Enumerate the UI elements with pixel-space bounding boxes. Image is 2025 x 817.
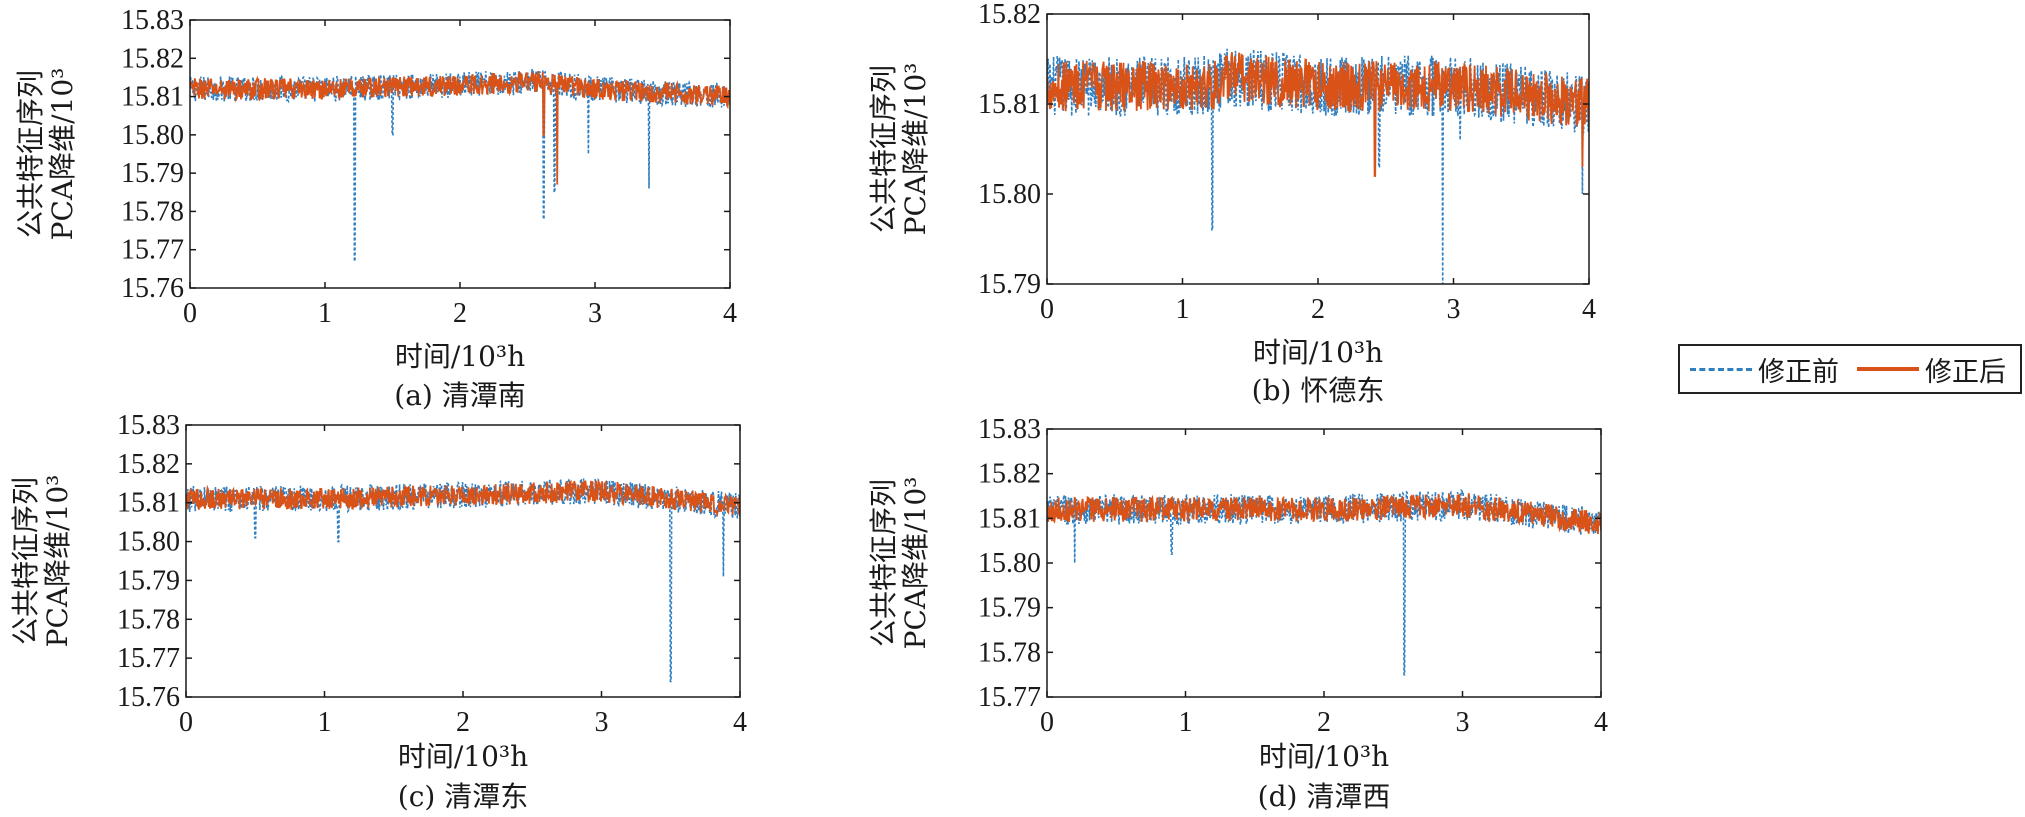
x-axis-label: 时间/10³h — [1259, 740, 1389, 773]
legend: 修正前 修正后 — [1678, 344, 2022, 394]
panel-caption: (c) 清潭东 — [398, 780, 528, 813]
x-tick-label: 0 — [179, 707, 193, 738]
x-tick-label: 4 — [1594, 707, 1608, 738]
x-tick-label: 1 — [1176, 294, 1190, 325]
plot-frame — [1046, 13, 1590, 285]
x-tick-label: 1 — [318, 707, 332, 738]
x-tick-label: 2 — [456, 707, 470, 738]
y-tick-label: 15.77 — [978, 682, 1041, 713]
y-tick-label: 15.83 — [121, 5, 184, 36]
x-axis-label: 时间/10³h — [1253, 336, 1383, 369]
plot-frame — [185, 424, 741, 698]
x-tick-label: 3 — [1447, 294, 1461, 325]
y-tick-label: 15.81 — [117, 488, 180, 519]
x-tick-label: 2 — [1311, 294, 1325, 325]
chart-panel-3: 0 1 2 3 4 15.77 15.78 15.79 15.80 15.81 15.82 15.83… — [867, 414, 1608, 813]
y-tick-label: 15.80 — [978, 179, 1041, 210]
y-tick-label: 15.78 — [978, 637, 1041, 668]
series-line-before — [186, 477, 740, 683]
legend-label-after: 修正后 — [1925, 356, 2006, 388]
series-line-after — [190, 71, 730, 185]
y-tick-label: 15.82 — [117, 449, 180, 480]
panel-caption: (a) 清潭南 — [394, 379, 525, 412]
y-tick-label: 15.80 — [121, 120, 184, 151]
y-tick-label: 15.81 — [978, 503, 1041, 534]
plot-frame — [1046, 428, 1602, 698]
x-tick-label: 4 — [723, 298, 737, 329]
x-tick-label: 1 — [1179, 707, 1193, 738]
y-axis-label-line1: 公共特征序列 — [14, 70, 47, 238]
x-tick-label: 1 — [318, 298, 332, 329]
y-tick-label: 15.77 — [121, 235, 184, 266]
series-line-after — [186, 479, 740, 518]
y-tick-label: 15.79 — [978, 593, 1041, 624]
y-tick-label: 15.77 — [117, 643, 180, 674]
y-tick-label: 15.80 — [117, 527, 180, 558]
legend-label-before: 修正前 — [1758, 356, 1839, 388]
y-axis-label-line2: PCA降维/10³ — [899, 63, 932, 236]
y-tick-label: 15.79 — [978, 269, 1041, 300]
y-tick-label: 15.80 — [978, 548, 1041, 579]
y-axis-label-line2: PCA降维/10³ — [41, 475, 74, 648]
panel-caption: (d) 清潭西 — [1258, 780, 1391, 813]
series-line-after — [1047, 51, 1589, 177]
legend-swatch-after — [1857, 367, 1919, 371]
legend-item-before: 修正前 — [1690, 350, 1839, 389]
x-tick-label: 0 — [1040, 707, 1054, 738]
x-tick-label: 3 — [1456, 707, 1470, 738]
y-axis-label-line1: 公共特征序列 — [9, 477, 42, 645]
y-tick-label: 15.83 — [117, 410, 180, 441]
y-tick-label: 15.79 — [117, 565, 180, 596]
y-tick-label: 15.83 — [978, 414, 1041, 445]
series-line-before — [190, 68, 730, 262]
y-tick-label: 15.81 — [121, 82, 184, 113]
chart-panel-1: 0 1 2 3 4 15.79 15.80 15.81 15.82 时间/10³h 公共特征序列 PC… — [867, 0, 1596, 407]
y-tick-label: 15.76 — [121, 273, 184, 304]
x-tick-label: 0 — [1040, 294, 1054, 325]
x-axis-label: 时间/10³h — [398, 740, 528, 773]
y-tick-label: 15.79 — [121, 158, 184, 189]
x-tick-label: 0 — [183, 298, 197, 329]
y-tick-label: 15.82 — [121, 43, 184, 74]
series-line-after — [1047, 492, 1601, 535]
y-tick-label: 15.81 — [978, 89, 1041, 120]
series-line-before — [1047, 48, 1589, 284]
x-tick-label: 4 — [1582, 294, 1596, 325]
y-tick-label: 15.76 — [117, 682, 180, 713]
x-tick-label: 3 — [595, 707, 609, 738]
y-axis-label-line1: 公共特征序列 — [867, 65, 900, 233]
x-tick-label: 2 — [453, 298, 467, 329]
y-axis-label-line1: 公共特征序列 — [867, 479, 900, 647]
chart-panel-0: 0 1 2 3 4 15.76 15.77 15.78 15.79 15.80 15.81 15.82… — [14, 5, 737, 412]
x-tick-label: 2 — [1317, 707, 1331, 738]
y-tick-label: 15.78 — [117, 604, 180, 635]
chart-panel-2: 0 1 2 3 4 15.76 15.77 15.78 15.79 15.80 15.81 15.82… — [9, 410, 747, 813]
x-tick-label: 3 — [588, 298, 602, 329]
legend-item-after: 修正后 — [1857, 350, 2006, 389]
y-axis-label-line2: PCA降维/10³ — [899, 477, 932, 650]
legend-swatch-before — [1690, 367, 1752, 371]
y-tick-label: 15.78 — [121, 196, 184, 227]
x-tick-label: 4 — [733, 707, 747, 738]
panel-caption: (b) 怀德东 — [1252, 374, 1385, 407]
y-tick-label: 15.82 — [978, 459, 1041, 490]
y-axis-label-line2: PCA降维/10³ — [46, 68, 79, 241]
x-axis-label: 时间/10³h — [395, 340, 525, 373]
y-tick-label: 15.82 — [978, 0, 1041, 30]
